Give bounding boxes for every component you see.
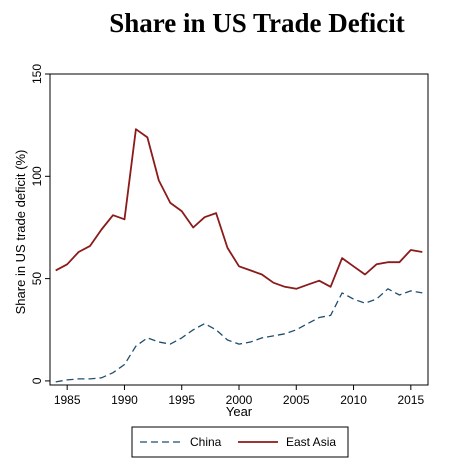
x-tick-label: 2010 (340, 393, 367, 407)
chart-title: Share in US Trade Deficit (109, 8, 405, 38)
x-tick-label: 1990 (111, 393, 138, 407)
y-tick-label: 0 (30, 377, 44, 384)
y-axis: 0 50 100 150 (30, 64, 50, 384)
y-tick-label: 50 (30, 272, 44, 286)
legend: China East Asia (131, 426, 349, 458)
x-axis-label: Year (226, 404, 253, 419)
y-tick-label: 100 (30, 166, 44, 186)
legend-label-china: China (190, 435, 222, 449)
plot-frame (49, 73, 429, 386)
legend-label-east-asia: East Asia (286, 435, 336, 449)
y-tick-label: 150 (30, 64, 44, 84)
x-tick-label: 2015 (397, 393, 424, 407)
series-line-china (55, 288, 423, 383)
x-axis: 1985 1990 1995 2000 2005 2010 2015 (54, 385, 424, 407)
y-axis-label: Share in US trade deficit (%) (13, 150, 28, 315)
x-tick-label: 2005 (283, 393, 310, 407)
x-tick-label: 1995 (168, 393, 195, 407)
x-tick-label: 2000 (226, 393, 253, 407)
x-tick-label: 1985 (54, 393, 81, 407)
series-lines (55, 128, 423, 383)
series-line-east-asia (55, 128, 423, 290)
